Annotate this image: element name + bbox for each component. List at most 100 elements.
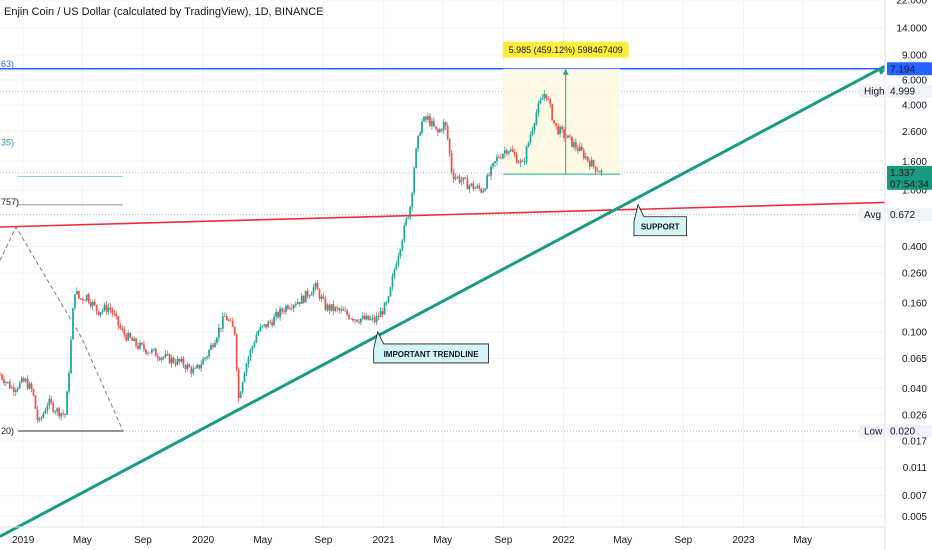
candle-body xyxy=(367,315,370,321)
measurement-box[interactable]: 5.985 (459.12%) 598467409 xyxy=(502,41,629,175)
x-tick-label: May xyxy=(793,535,812,546)
candle-body xyxy=(60,413,63,417)
candle-body xyxy=(529,135,532,143)
candle-body xyxy=(488,175,490,176)
x-tick-label: May xyxy=(73,535,92,546)
candle-body xyxy=(225,316,228,321)
high-badge: 4.999 xyxy=(890,87,915,98)
candle-body xyxy=(76,291,78,295)
candle-body xyxy=(310,293,313,296)
candle-body xyxy=(340,309,343,311)
candle-body xyxy=(306,290,309,297)
y-tick-label: 14.000 xyxy=(896,23,927,34)
candle-body xyxy=(448,138,451,154)
candle-body xyxy=(190,367,193,374)
candle-body xyxy=(580,146,583,151)
horizontal-levels: 63) 35) 757) 20) xyxy=(0,59,885,436)
candle-body xyxy=(34,395,37,409)
x-axis-ticks: 2019 May Sep 2020 May Sep 2021 May Sep 2022 May Sep… xyxy=(12,535,812,546)
candle-body xyxy=(24,379,27,382)
candle-body xyxy=(127,332,130,341)
candle-body xyxy=(330,304,333,311)
high-badge-bg xyxy=(887,84,932,98)
candle-body xyxy=(176,358,179,365)
candle-body xyxy=(523,161,526,163)
candle-body xyxy=(160,357,163,360)
candle-body xyxy=(503,150,506,154)
candle-body xyxy=(184,365,187,370)
candle-body xyxy=(438,129,441,133)
candle-body xyxy=(119,325,122,329)
candle-body xyxy=(466,178,469,190)
candle-body xyxy=(30,383,33,390)
y-tick-label: 1.600 xyxy=(902,157,927,168)
candle-body xyxy=(212,344,214,348)
candle-body xyxy=(36,408,39,421)
candle-body xyxy=(265,324,268,328)
candle-body xyxy=(320,296,323,299)
candle-body xyxy=(229,320,232,322)
candle-body xyxy=(395,264,398,270)
fib-level-top-label: 63) xyxy=(1,59,14,69)
candle-body xyxy=(172,357,175,363)
candle-body xyxy=(456,176,459,178)
candle-body xyxy=(166,353,169,355)
candle-body xyxy=(352,318,354,321)
candle-body xyxy=(192,368,195,374)
candle-body xyxy=(500,157,502,159)
candle-body xyxy=(133,338,136,341)
candle-body xyxy=(206,356,208,358)
x-tick-label: May xyxy=(253,535,272,546)
candle-body xyxy=(26,379,29,389)
candle-body xyxy=(8,381,11,389)
candle-body xyxy=(397,256,400,265)
y-tick-label: 0.011 xyxy=(903,463,928,474)
measure-label: 5.985 (459.12%) 598467409 xyxy=(509,45,623,55)
important-trendline xyxy=(0,64,886,538)
candle-body xyxy=(235,334,238,370)
candle-body xyxy=(565,137,567,139)
candle-body xyxy=(227,320,230,321)
candle-body xyxy=(156,356,159,359)
candle-body xyxy=(519,160,522,163)
candle-body xyxy=(326,304,329,311)
candle-body xyxy=(251,346,254,351)
candle-body xyxy=(458,176,461,183)
candle-body xyxy=(413,168,416,193)
candle-body xyxy=(432,120,435,127)
x-tick-label: Sep xyxy=(674,535,692,546)
candle-body xyxy=(498,156,500,158)
candle-body xyxy=(417,135,419,149)
candle-body xyxy=(109,307,112,310)
candle-body xyxy=(480,188,483,193)
candle-body xyxy=(93,301,96,305)
candle-body xyxy=(271,322,274,326)
trendlines[interactable] xyxy=(0,64,886,538)
candle-body xyxy=(336,307,339,309)
candle-body xyxy=(545,93,548,99)
candle-body xyxy=(170,357,173,364)
candle-body xyxy=(101,310,104,313)
candle-body xyxy=(551,104,554,121)
trendline-arrow-icon xyxy=(877,67,885,76)
candle-body xyxy=(442,122,445,131)
candle-body xyxy=(202,359,205,365)
candle-body xyxy=(596,171,599,173)
candle-body xyxy=(277,312,279,318)
candle-body xyxy=(598,171,601,173)
candle-body xyxy=(182,358,185,366)
candle-body xyxy=(267,321,270,328)
candle-body xyxy=(334,307,337,312)
y-tick-label: 0.007 xyxy=(902,491,927,502)
x-tick-label: 2022 xyxy=(552,535,575,546)
candle-body xyxy=(18,382,21,389)
candle-body xyxy=(131,337,134,341)
candle-body xyxy=(509,149,512,152)
candle-body xyxy=(482,190,485,193)
chart-title: Enjin Coin / US Dollar (calculated by Tr… xyxy=(4,6,324,18)
candle-body xyxy=(553,120,556,124)
candle-body xyxy=(210,344,212,351)
candle-body xyxy=(289,308,291,309)
